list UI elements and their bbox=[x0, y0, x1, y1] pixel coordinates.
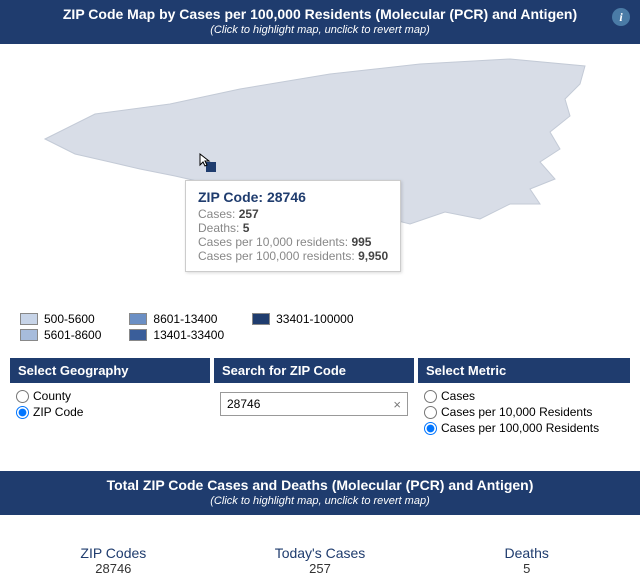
radio-input[interactable] bbox=[424, 390, 437, 403]
radio-option[interactable]: County bbox=[16, 389, 204, 403]
metric-header: Select Metric bbox=[418, 358, 630, 383]
geography-options: County ZIP Code bbox=[10, 383, 210, 429]
tooltip-row: Cases: 257 bbox=[198, 207, 388, 221]
legend-item: 5601-8600 bbox=[20, 328, 101, 342]
map-area[interactable]: ZIP Code: 28746 Cases: 257 Deaths: 5 Cas… bbox=[10, 54, 630, 304]
summary-column: ZIP Codes28746 bbox=[10, 545, 217, 576]
radio-label: County bbox=[33, 389, 71, 403]
radio-input[interactable] bbox=[424, 422, 437, 435]
metric-options: Cases Cases per 10,000 Residents Cases per… bbox=[418, 383, 630, 445]
summary-col-value: 257 bbox=[217, 561, 424, 576]
summary-col-header: ZIP Codes bbox=[10, 545, 217, 561]
radio-label: Cases bbox=[441, 389, 475, 403]
legend-item: 500-5600 bbox=[20, 312, 101, 326]
radio-option[interactable]: Cases per 10,000 Residents bbox=[424, 405, 624, 419]
search-header: Search for ZIP Code bbox=[214, 358, 414, 383]
radio-label: Cases per 100,000 Residents bbox=[441, 421, 599, 435]
radio-option[interactable]: Cases bbox=[424, 389, 624, 403]
search-input[interactable] bbox=[225, 395, 391, 413]
info-icon[interactable]: i bbox=[612, 8, 630, 26]
radio-input[interactable] bbox=[16, 390, 29, 403]
summary-column: Today's Cases257 bbox=[217, 545, 424, 576]
summary-subtitle: (Click to highlight map, unclick to reve… bbox=[10, 495, 630, 507]
radio-option[interactable]: ZIP Code bbox=[16, 405, 204, 419]
radio-input[interactable] bbox=[16, 406, 29, 419]
map-header: ZIP Code Map by Cases per 100,000 Reside… bbox=[0, 0, 640, 44]
legend: 500-5600 5601-8600 8601-13400 13401-3340… bbox=[20, 312, 630, 344]
map-tooltip: ZIP Code: 28746 Cases: 257 Deaths: 5 Cas… bbox=[185, 180, 401, 272]
legend-item: 33401-100000 bbox=[252, 312, 353, 326]
radio-input[interactable] bbox=[424, 406, 437, 419]
geography-header: Select Geography bbox=[10, 358, 210, 383]
summary-column: Deaths5 bbox=[423, 545, 630, 576]
summary-col-header: Today's Cases bbox=[217, 545, 424, 561]
summary-header: Total ZIP Code Cases and Deaths (Molecul… bbox=[0, 471, 640, 515]
tooltip-row: Deaths: 5 bbox=[198, 221, 388, 235]
search-box[interactable]: × bbox=[220, 392, 408, 416]
tooltip-row: Cases per 10,000 residents: 995 bbox=[198, 235, 388, 249]
summary-title: Total ZIP Code Cases and Deaths (Molecul… bbox=[10, 477, 630, 493]
radio-label: ZIP Code bbox=[33, 405, 83, 419]
legend-item: 8601-13400 bbox=[129, 312, 224, 326]
radio-option[interactable]: Cases per 100,000 Residents bbox=[424, 421, 624, 435]
legend-item: 13401-33400 bbox=[129, 328, 224, 342]
tooltip-title: ZIP Code: 28746 bbox=[198, 189, 388, 205]
summary-col-value: 5 bbox=[423, 561, 630, 576]
map-title: ZIP Code Map by Cases per 100,000 Reside… bbox=[10, 6, 630, 22]
tooltip-row: Cases per 100,000 residents: 9,950 bbox=[198, 249, 388, 263]
summary-row: ZIP Codes28746Today's Cases257Deaths5 bbox=[10, 515, 630, 576]
clear-search-icon[interactable]: × bbox=[391, 397, 403, 412]
radio-label: Cases per 10,000 Residents bbox=[441, 405, 592, 419]
summary-col-header: Deaths bbox=[423, 545, 630, 561]
selected-zip-marker[interactable] bbox=[206, 162, 216, 172]
map-subtitle: (Click to highlight map, unclick to reve… bbox=[10, 24, 630, 36]
summary-col-value: 28746 bbox=[10, 561, 217, 576]
